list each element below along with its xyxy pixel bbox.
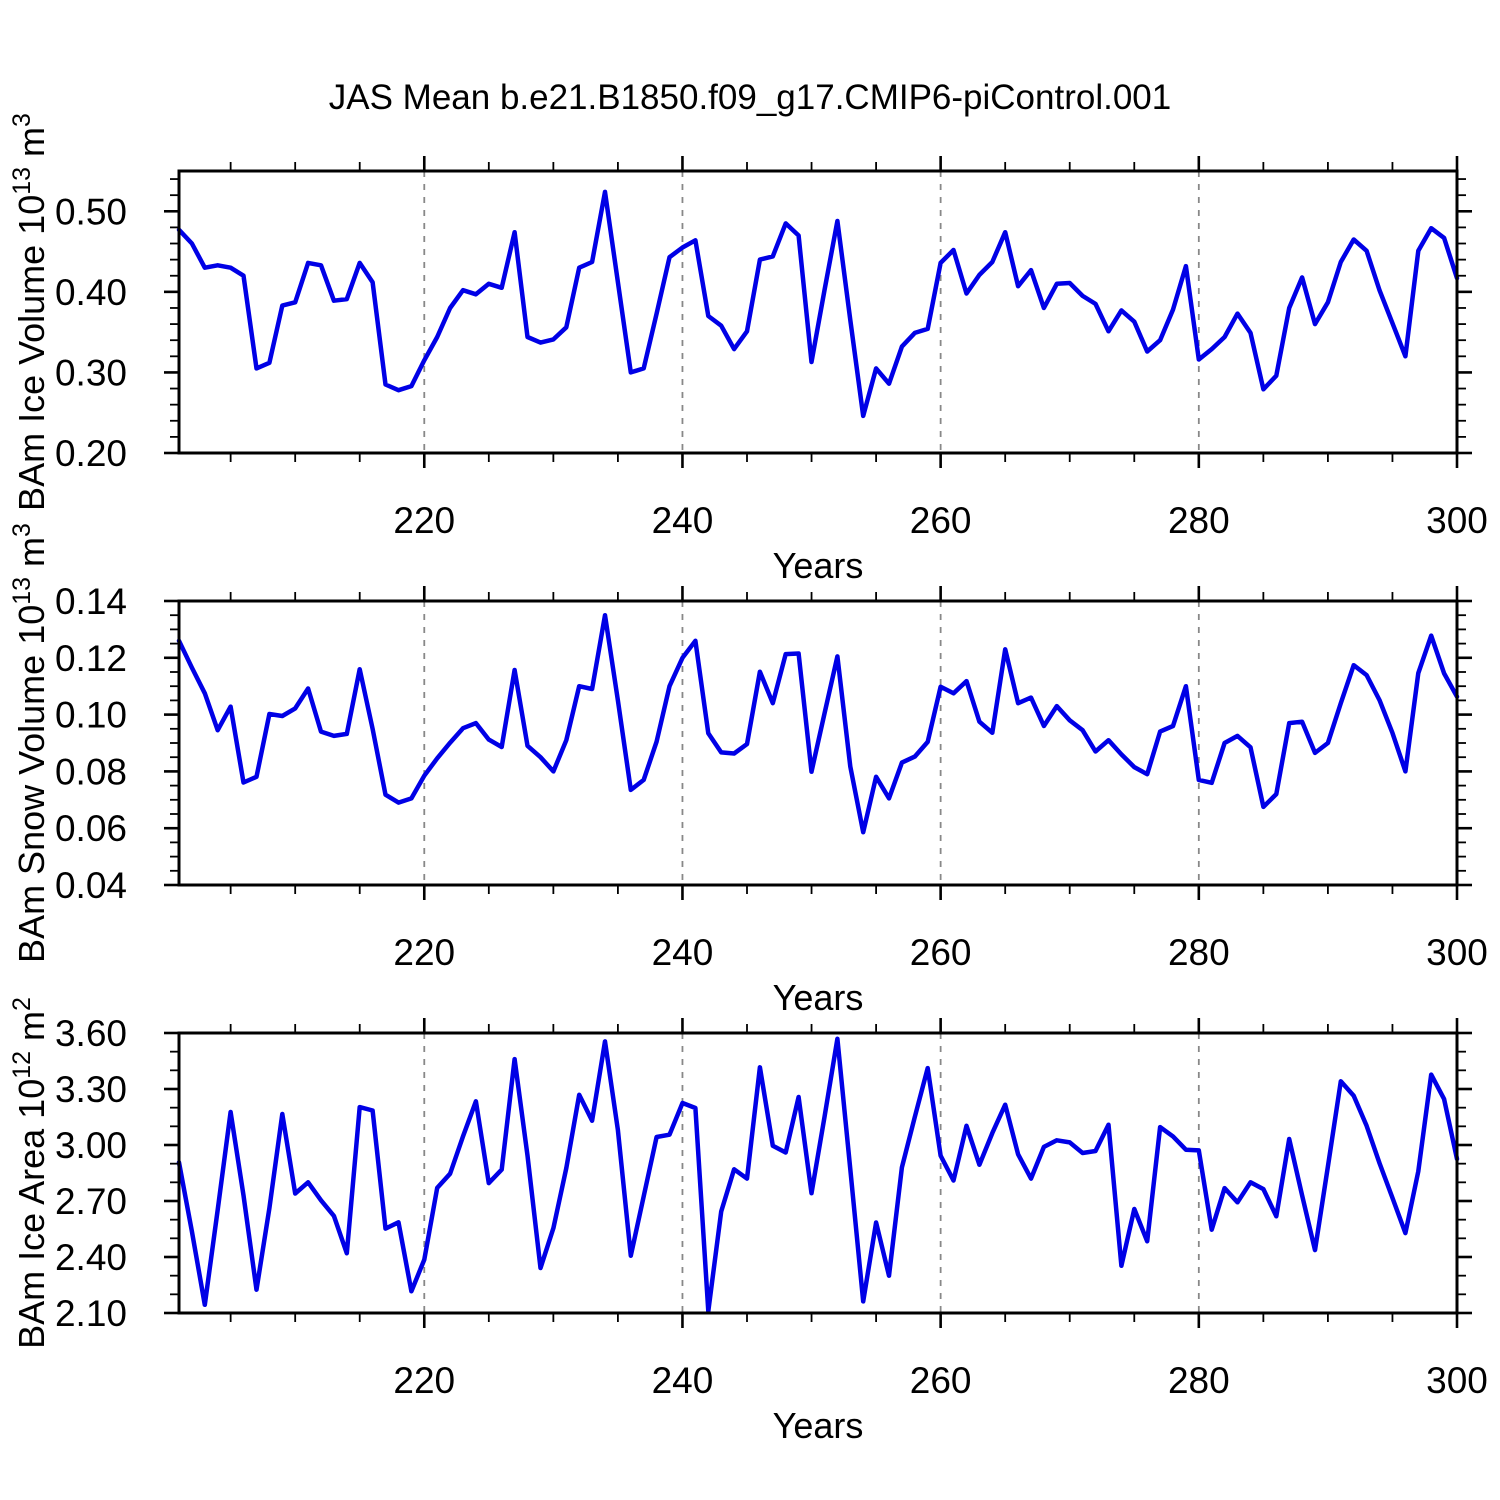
x-axis-title: Years: [773, 1405, 864, 1446]
x-tick-label: 280: [1168, 1360, 1230, 1401]
x-tick-label: 300: [1426, 1360, 1488, 1401]
y-tick-label: 0.08: [55, 751, 127, 792]
x-tick-label: 300: [1426, 932, 1488, 973]
x-tick-label: 260: [910, 932, 972, 973]
y-tick-label: 3.60: [55, 1013, 127, 1054]
y-tick-label: 0.30: [55, 352, 127, 393]
x-tick-label: 300: [1426, 500, 1488, 541]
x-tick-label: 260: [910, 500, 972, 541]
y-tick-label: 0.20: [55, 433, 127, 474]
bam-ice-volume-line: [176, 189, 1460, 419]
y-tick-label: 2.70: [55, 1181, 127, 1222]
x-tick-label: 280: [1168, 932, 1230, 973]
y-tick-label: 0.06: [55, 808, 127, 849]
y-axis-title: BAm Ice Area 1012 m2: [8, 997, 52, 1349]
panel-3-frame: [177, 1031, 1459, 1315]
x-tick-label: 240: [652, 500, 714, 541]
y-tick-label: 0.12: [55, 638, 127, 679]
y-tick-label: 0.40: [55, 272, 127, 313]
y-axis-title: BAm Snow Volume 1013 m3: [8, 523, 52, 963]
y-tick-label: 3.30: [55, 1069, 127, 1110]
y-axis-title: BAm Ice Volume 1013 m3: [8, 113, 52, 511]
bam-ice-area-line: [176, 1036, 1460, 1314]
x-tick-label: 260: [910, 1360, 972, 1401]
panel-1-frame: [177, 169, 1459, 455]
y-tick-label: 2.10: [55, 1293, 127, 1334]
x-tick-label: 240: [652, 932, 714, 973]
y-tick-label: 2.40: [55, 1237, 127, 1278]
x-tick-label: 220: [393, 500, 455, 541]
bam-snow-volume-line: [176, 612, 1460, 835]
y-tick-label: 3.00: [55, 1125, 127, 1166]
x-axis-title: Years: [773, 545, 864, 586]
x-axis-title: Years: [773, 977, 864, 1018]
y-tick-label: 0.10: [55, 695, 127, 736]
x-tick-label: 220: [393, 1360, 455, 1401]
y-tick-label: 0.50: [55, 191, 127, 232]
x-tick-label: 280: [1168, 500, 1230, 541]
y-tick-label: 0.04: [55, 865, 127, 906]
x-tick-label: 220: [393, 932, 455, 973]
y-tick-label: 0.14: [55, 581, 127, 622]
chart-title: JAS Mean b.e21.B1850.f09_g17.CMIP6-piCon…: [328, 78, 1172, 117]
x-tick-label: 240: [652, 1360, 714, 1401]
